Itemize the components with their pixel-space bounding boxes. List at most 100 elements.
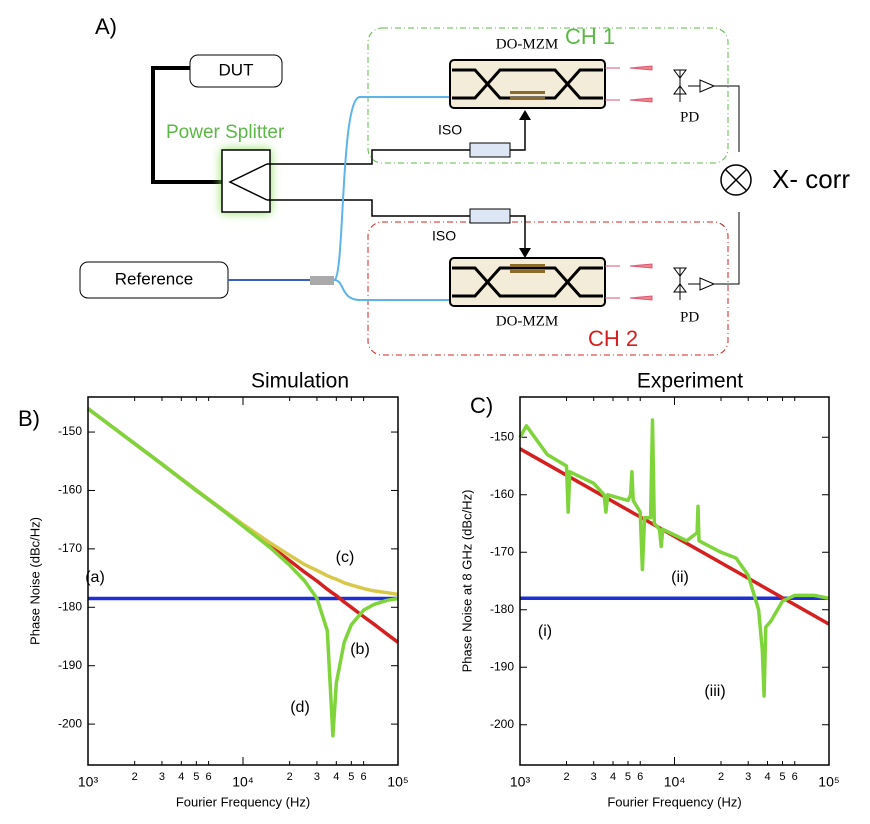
x-tick-label: 3 bbox=[745, 771, 751, 783]
x-tick-label: 2 bbox=[287, 771, 293, 783]
ch1-label: CH 1 bbox=[565, 24, 615, 49]
dut-label: DUT bbox=[219, 60, 254, 79]
y-tick-label: -150 bbox=[58, 424, 82, 438]
x-tick-label: 10³ bbox=[78, 774, 99, 790]
x-tick-label: 5 bbox=[779, 771, 785, 783]
plot-frame bbox=[519, 396, 830, 766]
y-axis-label: Phase Noise at 8 GHz (dBc/Hz) bbox=[459, 490, 474, 673]
dut-wire bbox=[151, 66, 230, 184]
wire bbox=[267, 199, 470, 217]
y-tick-label: -160 bbox=[490, 487, 514, 501]
mzm bbox=[449, 59, 606, 109]
x-tick-label: 6 bbox=[792, 771, 798, 783]
series-label: (ii) bbox=[671, 569, 689, 586]
x-tick-label: 5 bbox=[348, 771, 354, 783]
y-tick-label: -150 bbox=[490, 429, 514, 443]
x-tick-label: 2 bbox=[132, 771, 138, 783]
x-tick-label: 6 bbox=[637, 771, 643, 783]
x-tick-label: 10⁵ bbox=[387, 774, 408, 790]
y-tick-label: -170 bbox=[58, 541, 82, 555]
series-label: (b) bbox=[350, 641, 370, 658]
wire bbox=[510, 116, 526, 151]
y-tick-label: -190 bbox=[490, 659, 514, 673]
y-axis-label: Phase Noise (dBc/Hz) bbox=[27, 517, 42, 645]
series-label: (a) bbox=[85, 569, 105, 586]
x-tick-label: 4 bbox=[178, 771, 184, 783]
series-label: (iii) bbox=[704, 683, 725, 700]
mixer-x bbox=[724, 168, 748, 192]
x-tick-label: 5 bbox=[193, 771, 199, 783]
y-tick-label: -190 bbox=[58, 658, 82, 672]
pd-label: PD bbox=[680, 109, 699, 125]
mzm-label: DO-MZM bbox=[496, 36, 559, 52]
x-tick-label: 10⁴ bbox=[664, 774, 686, 790]
arrow bbox=[519, 248, 531, 258]
diagram: A) CH 1 CH 2 DUT Power Splitter ISO ISO … bbox=[79, 14, 850, 356]
x-axis-label: Fourier Frequency (Hz) bbox=[607, 794, 741, 809]
x-tick-label: 3 bbox=[591, 771, 597, 783]
x-tick-label: 10⁵ bbox=[818, 774, 839, 790]
x-tick-label: 5 bbox=[625, 771, 631, 783]
ch2-box bbox=[367, 221, 729, 356]
pd-label: PD bbox=[680, 309, 699, 325]
ch2-label: CH 2 bbox=[588, 326, 638, 351]
y-tick-label: -200 bbox=[490, 717, 514, 731]
photodetector bbox=[673, 69, 740, 152]
x-tick-label: 6 bbox=[361, 771, 367, 783]
x-tick-label: 2 bbox=[718, 771, 724, 783]
iso-label: ISO bbox=[432, 228, 456, 244]
x-tick-label: 4 bbox=[333, 771, 339, 783]
wire bbox=[267, 149, 470, 165]
x-tick-label: 10⁴ bbox=[232, 774, 254, 790]
y-tick-label: -170 bbox=[490, 544, 514, 558]
splitter-label: Power Splitter bbox=[166, 122, 285, 143]
y-tick-label: -180 bbox=[490, 602, 514, 616]
chart-title: Simulation bbox=[251, 370, 349, 393]
mzm bbox=[449, 257, 606, 307]
mzm-label: DO-MZM bbox=[496, 313, 559, 329]
isolator bbox=[469, 142, 511, 158]
iso-label: ISO bbox=[438, 122, 462, 138]
y-tick-label: -200 bbox=[58, 716, 82, 730]
chart-title: Experiment bbox=[637, 370, 743, 393]
electrode bbox=[510, 97, 545, 100]
series-line bbox=[86, 407, 399, 597]
wire bbox=[510, 215, 526, 252]
x-tick-label: 3 bbox=[314, 771, 320, 783]
series-line bbox=[518, 418, 830, 698]
x-tick-label: 3 bbox=[159, 771, 165, 783]
panel-label: B) bbox=[18, 406, 40, 431]
panel-label: C) bbox=[470, 393, 493, 418]
panel-label: A) bbox=[95, 14, 117, 39]
x-axis-label: Fourier Frequency (Hz) bbox=[176, 794, 310, 809]
splitter-box bbox=[221, 149, 271, 213]
x-tick-label: 6 bbox=[206, 771, 212, 783]
electrode bbox=[510, 91, 545, 94]
x-tick-label: 10³ bbox=[510, 774, 531, 790]
series-label: (i) bbox=[538, 623, 552, 640]
xcorr-label: X- corr bbox=[772, 164, 850, 194]
photodetector bbox=[673, 212, 740, 300]
fiber bbox=[333, 96, 450, 301]
series-label: (c) bbox=[336, 549, 355, 566]
plot-frame bbox=[87, 396, 399, 766]
mzm-waveguide bbox=[452, 266, 603, 298]
fiber-coupler bbox=[310, 276, 334, 285]
series-line bbox=[86, 407, 399, 738]
splitter-symbol bbox=[228, 163, 268, 201]
arrow bbox=[519, 110, 531, 120]
series-label: (d) bbox=[290, 699, 310, 716]
dut-box bbox=[189, 54, 283, 88]
y-tick-label: -180 bbox=[58, 599, 82, 613]
fiber-output bbox=[605, 65, 653, 301]
ch1-box bbox=[367, 27, 729, 164]
y-tick-label: -160 bbox=[58, 483, 82, 497]
electrode bbox=[510, 270, 545, 273]
x-tick-label: 4 bbox=[764, 771, 770, 783]
x-tick-label: 4 bbox=[610, 771, 616, 783]
x-tick-label: 2 bbox=[563, 771, 569, 783]
reference-label: Reference bbox=[115, 269, 193, 288]
electrode bbox=[510, 264, 545, 267]
